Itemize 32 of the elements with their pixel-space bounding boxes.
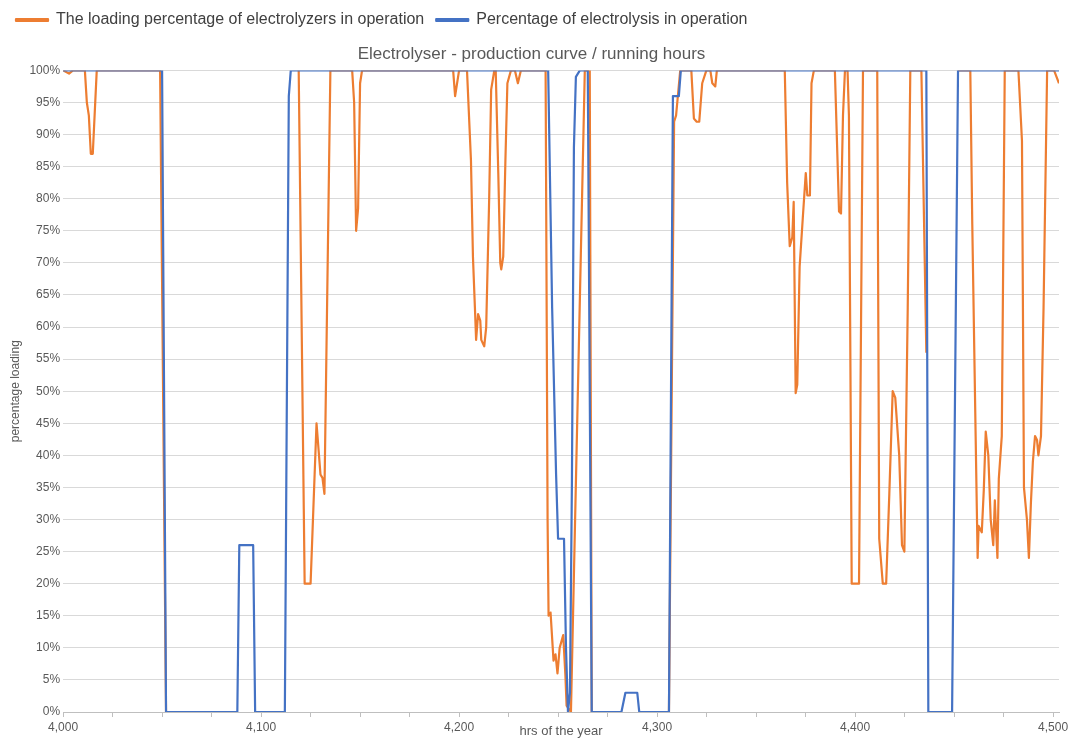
y-tick-label: 0%	[42, 704, 61, 719]
y-tick-label: 45%	[36, 415, 61, 430]
y-tick-label: 100%	[29, 62, 61, 77]
y-tick-label: 70%	[36, 255, 61, 270]
y-tick-label: 95%	[36, 94, 61, 109]
legend-label: Percentage of electrolysis in operation	[476, 10, 748, 28]
y-tick-label: 85%	[36, 158, 61, 173]
y-tick-label: 90%	[36, 126, 61, 141]
y-tick-label: 5%	[42, 672, 61, 687]
y-tick-label: 55%	[36, 351, 61, 366]
x-tick-label: 4,400	[840, 719, 871, 734]
x-tick-label: 4,300	[642, 719, 673, 734]
x-tick-label: 4,500	[1038, 719, 1069, 734]
legend-label: The loading percentage of electrolyzers in operation	[56, 10, 425, 28]
y-tick-label: 50%	[36, 383, 61, 398]
y-tick-label: 75%	[36, 223, 61, 238]
y-tick-label: 20%	[36, 575, 61, 590]
y-tick-label: 40%	[36, 447, 61, 462]
y-tick-label: 10%	[36, 640, 61, 655]
y-tick-label: 35%	[36, 479, 61, 494]
y-tick-label: 25%	[36, 543, 61, 558]
y-tick-label: 65%	[36, 287, 61, 302]
y-tick-label: 80%	[36, 191, 61, 206]
x-tick-label: 4,100	[246, 719, 277, 734]
chart-title: Electrolyser - production curve / running hours	[357, 43, 706, 63]
y-axis-title: percentage loading	[7, 340, 22, 443]
y-tick-label: 30%	[36, 511, 61, 526]
x-tick-label: 4,000	[48, 719, 79, 734]
y-tick-label: 15%	[36, 608, 61, 623]
x-axis-title: hrs of the year	[519, 722, 604, 738]
y-tick-label: 60%	[36, 319, 61, 334]
x-tick-label: 4,200	[444, 719, 475, 734]
